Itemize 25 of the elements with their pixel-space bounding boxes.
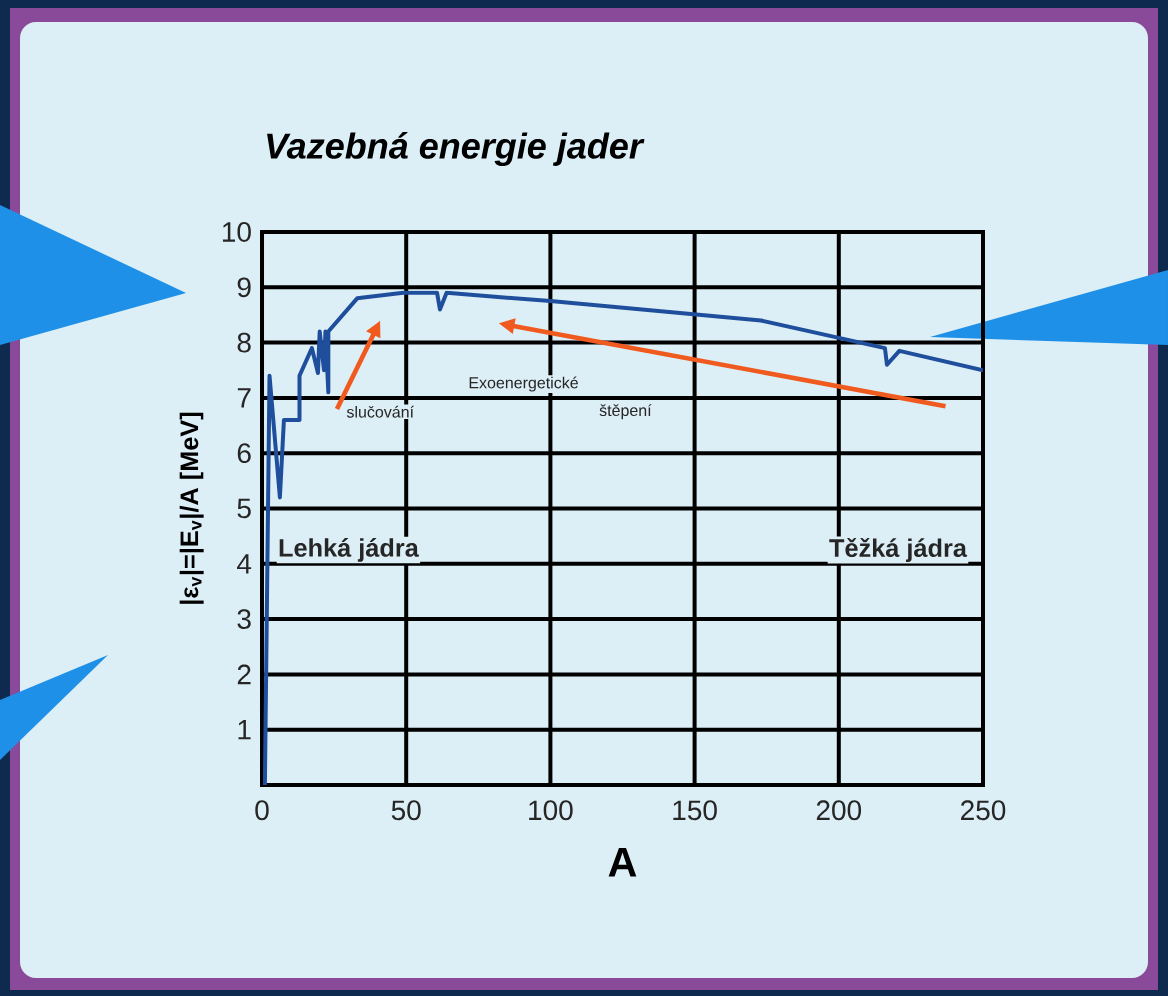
x-tick-label: 200 [816, 800, 862, 821]
annotation: Exoenergetické [469, 376, 578, 392]
y-tick-label: 5 [237, 498, 251, 519]
y-tick-label: 8 [237, 332, 251, 353]
annotation: Lehká jádra [279, 538, 419, 562]
x-axis-title: A [608, 848, 637, 877]
x-tick-label: 150 [673, 800, 717, 821]
annotation: Těžká jádra [829, 537, 968, 563]
y-tick-label: 1 [238, 720, 251, 740]
y-tick-label: 9 [237, 277, 251, 298]
y-tick-label: 3 [237, 609, 251, 629]
y-tick-label: 2 [237, 664, 251, 685]
y-tick-label: 6 [237, 443, 251, 464]
y-axis-title: |ε$_{v}$|=|E$_{v}$|/A [MeV] [179, 412, 204, 604]
annotation: slučování [346, 405, 414, 418]
x-tick-label: 50 [391, 800, 421, 821]
line-series [262, 290, 983, 785]
chart-title: Vazebná energie jader [267, 132, 645, 166]
x-tick-label: 0 [255, 800, 269, 821]
y-tick-label: 7 [237, 388, 251, 408]
y-tick-label: 4 [237, 554, 252, 574]
annotation: štěpení [599, 404, 652, 420]
y-tick-label: 10 [222, 222, 251, 242]
x-tick-label: 250 [961, 800, 1006, 821]
x-tick-label: 100 [529, 800, 573, 821]
